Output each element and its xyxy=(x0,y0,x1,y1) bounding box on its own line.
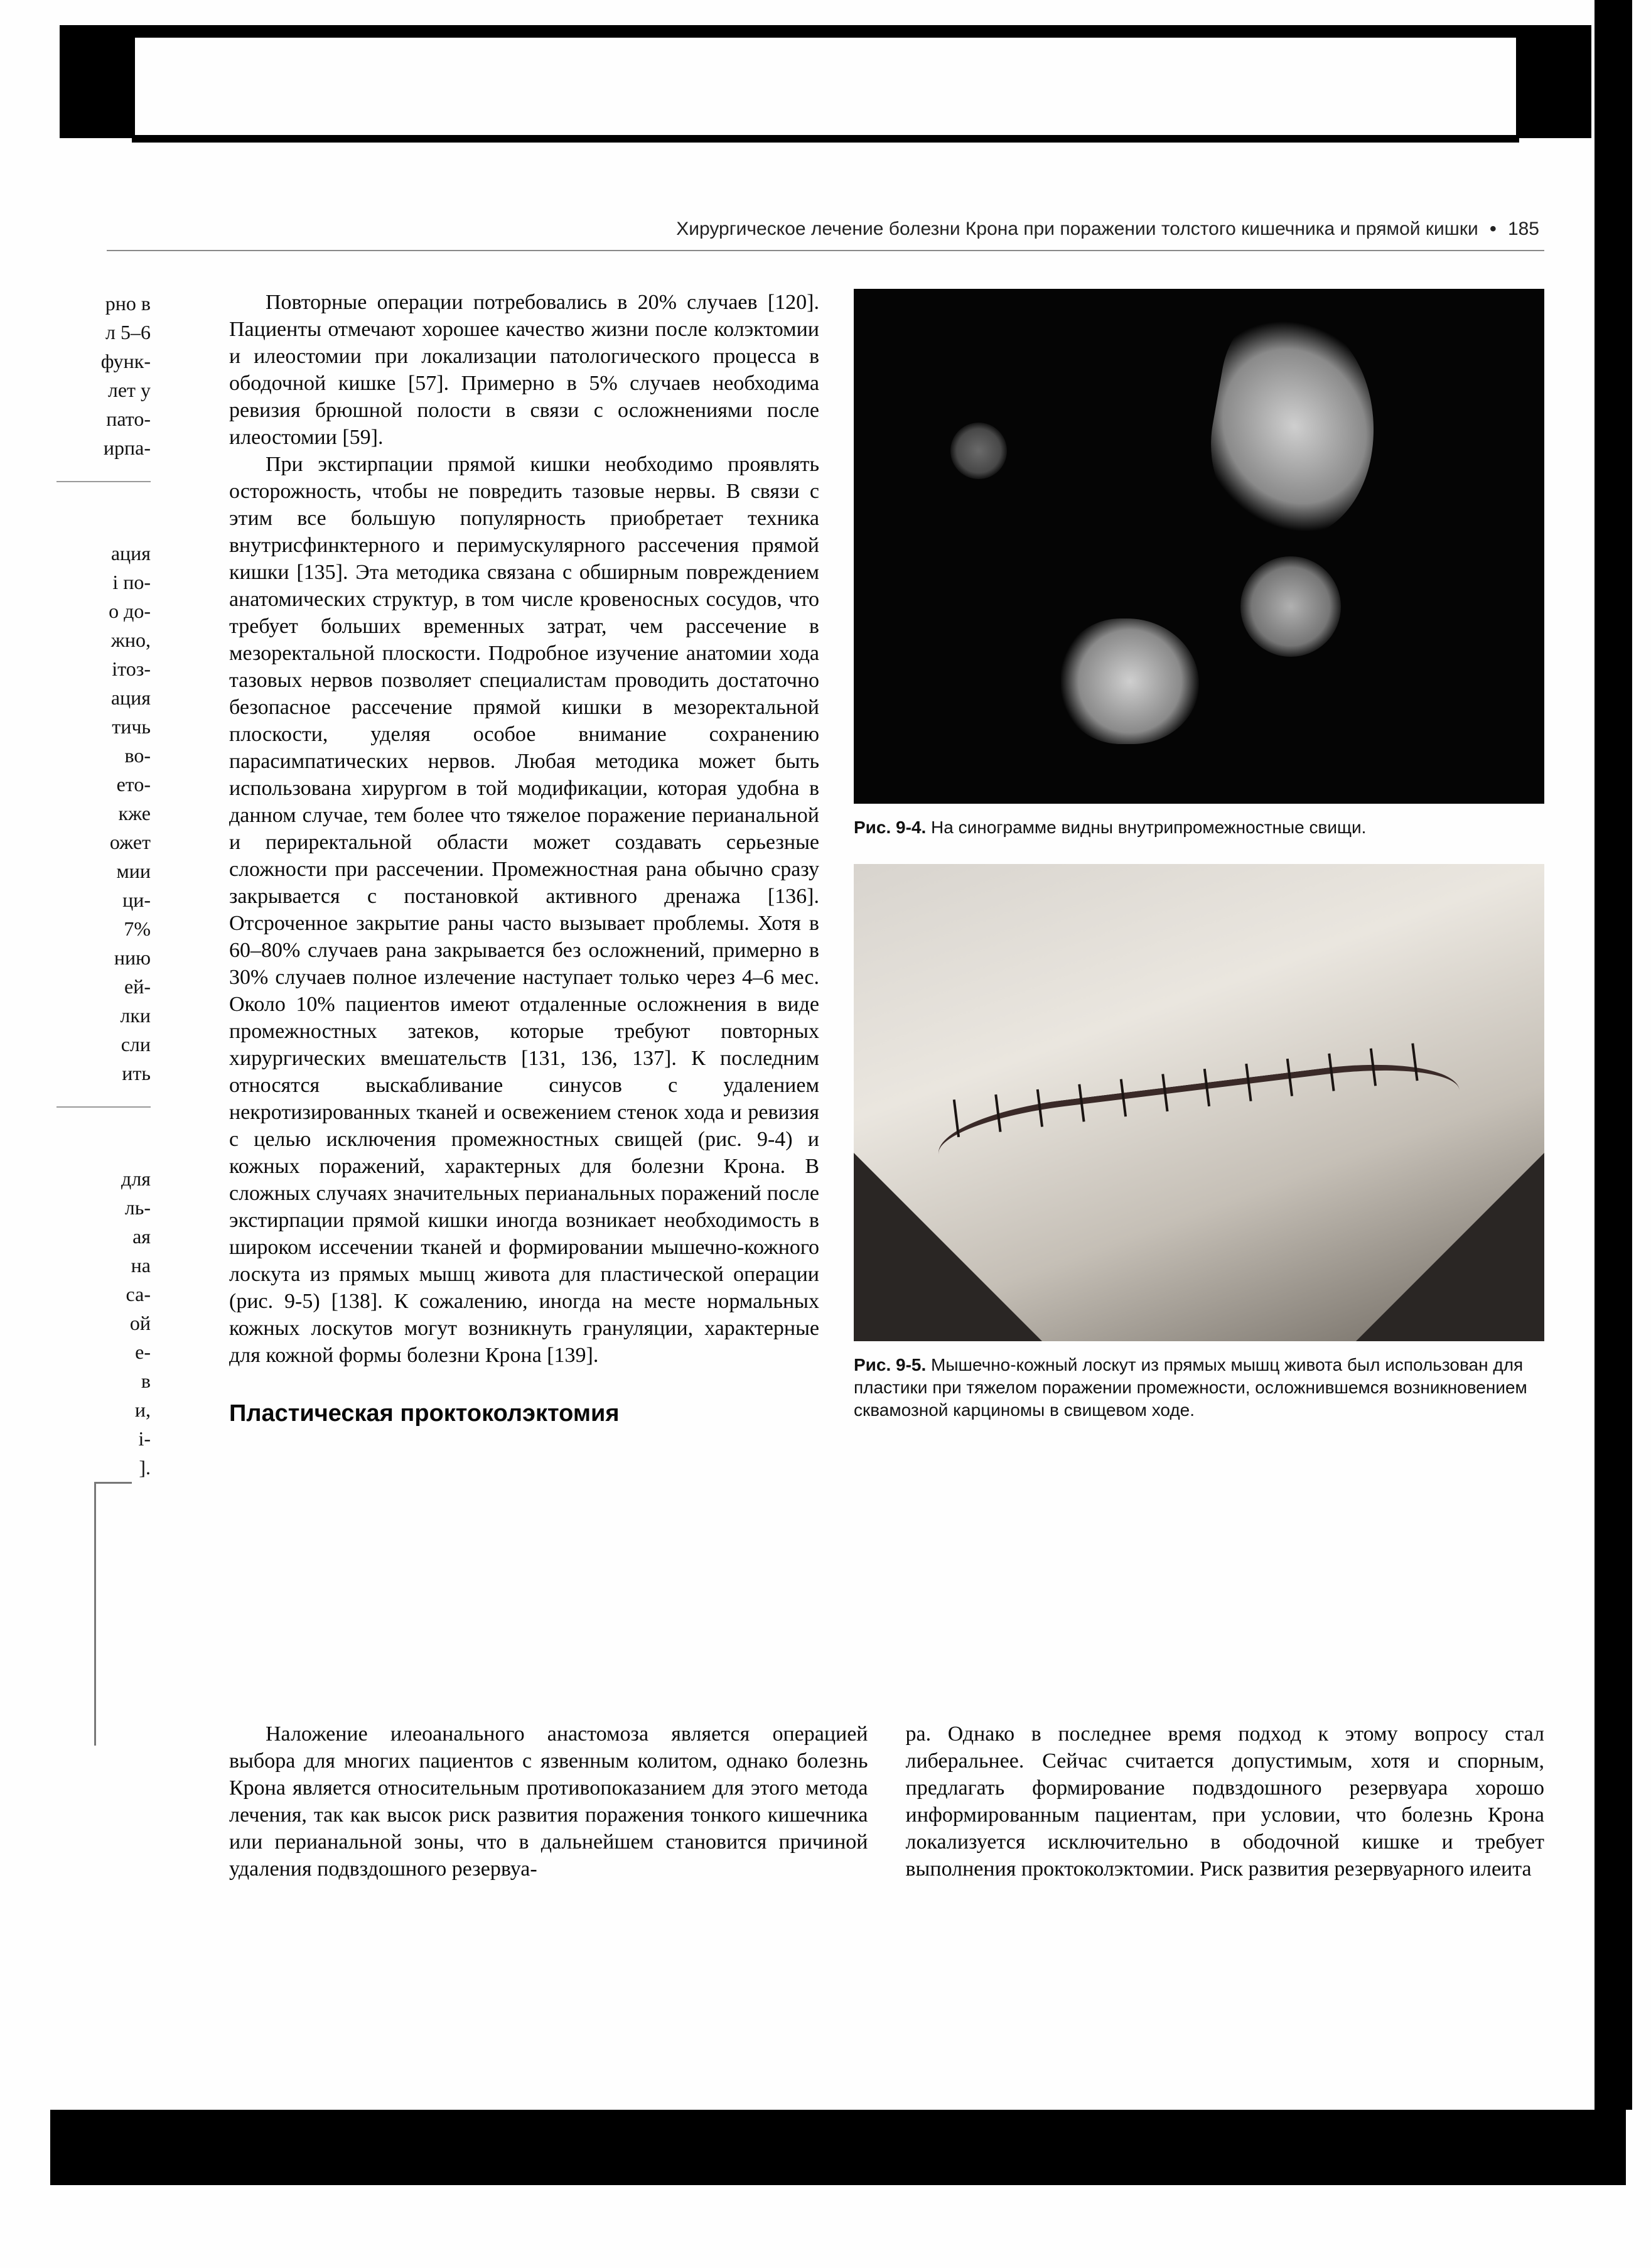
gutter-fragment: о до- xyxy=(56,597,151,625)
bottom-col-left: Наложение илеоанального анастомоза являе… xyxy=(229,1720,868,1882)
gutter-fragment: функ- xyxy=(56,347,151,375)
page-number: 185 xyxy=(1508,219,1539,239)
gutter-fragment: і- xyxy=(56,1424,151,1453)
figure-column: Рис. 9-4. На синограмме видны внутрипром… xyxy=(854,289,1544,1447)
figure-9-5: Рис. 9-5. Мышечно-кожный лоскут из прямы… xyxy=(854,864,1544,1422)
gutter-fragment: лет у xyxy=(56,375,151,404)
gutter-fragment: пато- xyxy=(56,404,151,433)
gutter-fragment: ци- xyxy=(56,885,151,914)
gutter-fragment: ой xyxy=(56,1309,151,1337)
page: Хирургическое лечение болезни Крона при … xyxy=(107,188,1544,2080)
gutter-fragment: для xyxy=(56,1164,151,1193)
gutter-fragment: ітоз- xyxy=(56,654,151,683)
gutter-fragment: в xyxy=(56,1366,151,1395)
gutter-fragment: ль- xyxy=(56,1193,151,1222)
scan-top-line xyxy=(132,135,1519,143)
paragraph-1: Повторные операции потребовались в 20% с… xyxy=(229,289,819,451)
gutter-fragment: л 5–6 xyxy=(56,318,151,347)
paragraph-3: Наложение илеоанального анастомоза являе… xyxy=(229,1720,868,1882)
paragraph-2: При экстирпации прямой кишки необходимо … xyxy=(229,451,819,1369)
scan-left-bracket xyxy=(94,1482,132,1746)
figure-9-5-text: Мышечно-кожный лоскут из прямых мышц жив… xyxy=(854,1355,1527,1420)
figure-9-5-image xyxy=(854,864,1544,1341)
gutter-fragment: ить xyxy=(56,1059,151,1088)
gutter-fragment: 7% xyxy=(56,914,151,943)
figure-9-4-caption: Рис. 9-4. На синограмме видны внутрипром… xyxy=(854,816,1544,839)
scan-right-bar xyxy=(1595,0,1632,2110)
gutter-fragment: нию xyxy=(56,943,151,972)
gutter-fragment: ]. xyxy=(56,1453,151,1482)
paragraph-4: ра. Однако в последнее время подход к эт… xyxy=(906,1720,1545,1882)
running-title: Хирургическое лечение болезни Крона при … xyxy=(676,219,1478,239)
header-bullet: • xyxy=(1483,219,1503,239)
section-heading: Пластическая проктоколэктомия xyxy=(229,1400,819,1427)
figure-9-4-text: На синограмме видны внутрипромежностные … xyxy=(926,818,1366,837)
bottom-col-right: ра. Однако в последнее время подход к эт… xyxy=(906,1720,1545,1882)
gutter-fragment: ация xyxy=(56,539,151,568)
gutter-fragment: на xyxy=(56,1251,151,1280)
main-text-column: Повторные операции потребовались в 20% с… xyxy=(229,289,819,1444)
figure-9-4-label: Рис. 9-4. xyxy=(854,818,926,837)
scan-top-strip xyxy=(60,25,1591,38)
figure-9-4: Рис. 9-4. На синограмме видны внутрипром… xyxy=(854,289,1544,839)
scan-notch-left xyxy=(60,38,135,138)
gutter-fragment: ирпа- xyxy=(56,433,151,462)
gutter-fragment: рно в xyxy=(56,289,151,318)
gutter-fragment: сли xyxy=(56,1030,151,1059)
gutter-fragment: е- xyxy=(56,1337,151,1366)
page-content: рно вл 5–6функ-лет упато-ирпа- ацияі по-… xyxy=(107,289,1544,2080)
figure-9-5-label: Рис. 9-5. xyxy=(854,1355,926,1374)
gutter-fragment: во- xyxy=(56,741,151,770)
figure-9-5-caption: Рис. 9-5. Мышечно-кожный лоскут из прямы… xyxy=(854,1354,1544,1422)
gutter-fragment: мии xyxy=(56,856,151,885)
gutter-fragment: ето- xyxy=(56,770,151,799)
gutter-fragment: кже xyxy=(56,799,151,828)
figure-9-4-image xyxy=(854,289,1544,804)
gutter-fragment: са- xyxy=(56,1280,151,1309)
gutter-fragment: ей- xyxy=(56,972,151,1001)
gutter-fragment: лки xyxy=(56,1001,151,1030)
gutter-fragment: ация xyxy=(56,683,151,712)
gutter-fragment: ожет xyxy=(56,828,151,856)
scan-bottom-bar xyxy=(50,2110,1626,2185)
gutter-fragment: ая xyxy=(56,1222,151,1251)
gutter-fragment: і по- xyxy=(56,568,151,597)
gutter-fragment: жно, xyxy=(56,625,151,654)
gutter-fragment: и, xyxy=(56,1395,151,1424)
gutter-fragments: рно вл 5–6функ-лет упато-ирпа- ацияі по-… xyxy=(56,289,151,1482)
bottom-columns: Наложение илеоанального анастомоза являе… xyxy=(229,1720,1544,1882)
scan-notch-right xyxy=(1516,38,1591,138)
running-head: Хирургическое лечение болезни Крона при … xyxy=(107,188,1544,251)
gutter-fragment: тичь xyxy=(56,712,151,741)
